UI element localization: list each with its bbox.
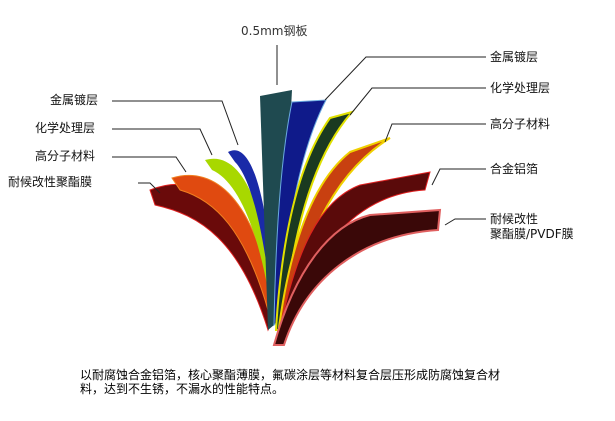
steel-plate-label: 0.5mm钢板 — [241, 24, 308, 38]
right-label-alloy-foil: 合金铝箔 — [490, 162, 539, 176]
leader-l4 — [138, 182, 161, 194]
right-label-metal-coating: 金属镀层 — [490, 50, 539, 64]
leader-l1 — [112, 100, 239, 146]
left-label-polymer: 高分子材料 — [35, 149, 96, 163]
leader-r4 — [431, 168, 486, 186]
left-label-chemical-layer: 化学处理层 — [35, 121, 96, 135]
caption-line1: 以耐腐蚀合金铝箔，核心聚酯薄膜，氟碳涂层等材料复合层压形成防腐蚀复合材 — [80, 368, 501, 382]
leader-r3 — [384, 123, 486, 143]
leader-l3 — [112, 156, 187, 173]
right-label-polymer: 高分子材料 — [490, 117, 551, 131]
leader-r1 — [324, 56, 486, 101]
leader-r5 — [444, 218, 486, 226]
leader-l2 — [112, 128, 213, 156]
right-film-layer — [272, 208, 442, 346]
caption-line2: 料，达到不生锈，不漏水的性能特点。 — [80, 382, 285, 396]
left-label-metal-coating: 金属镀层 — [50, 93, 99, 107]
right-label-film-line1: 耐候改性 — [490, 212, 539, 226]
leader-r2 — [349, 87, 486, 116]
right-label-chemical-layer: 化学处理层 — [490, 81, 551, 95]
left-label-polyester-film: 耐候改性聚酯膜 — [8, 175, 93, 189]
left-chem-layer — [205, 158, 272, 290]
right-label-film-line2: 聚酯膜/PVDF膜 — [490, 227, 574, 241]
